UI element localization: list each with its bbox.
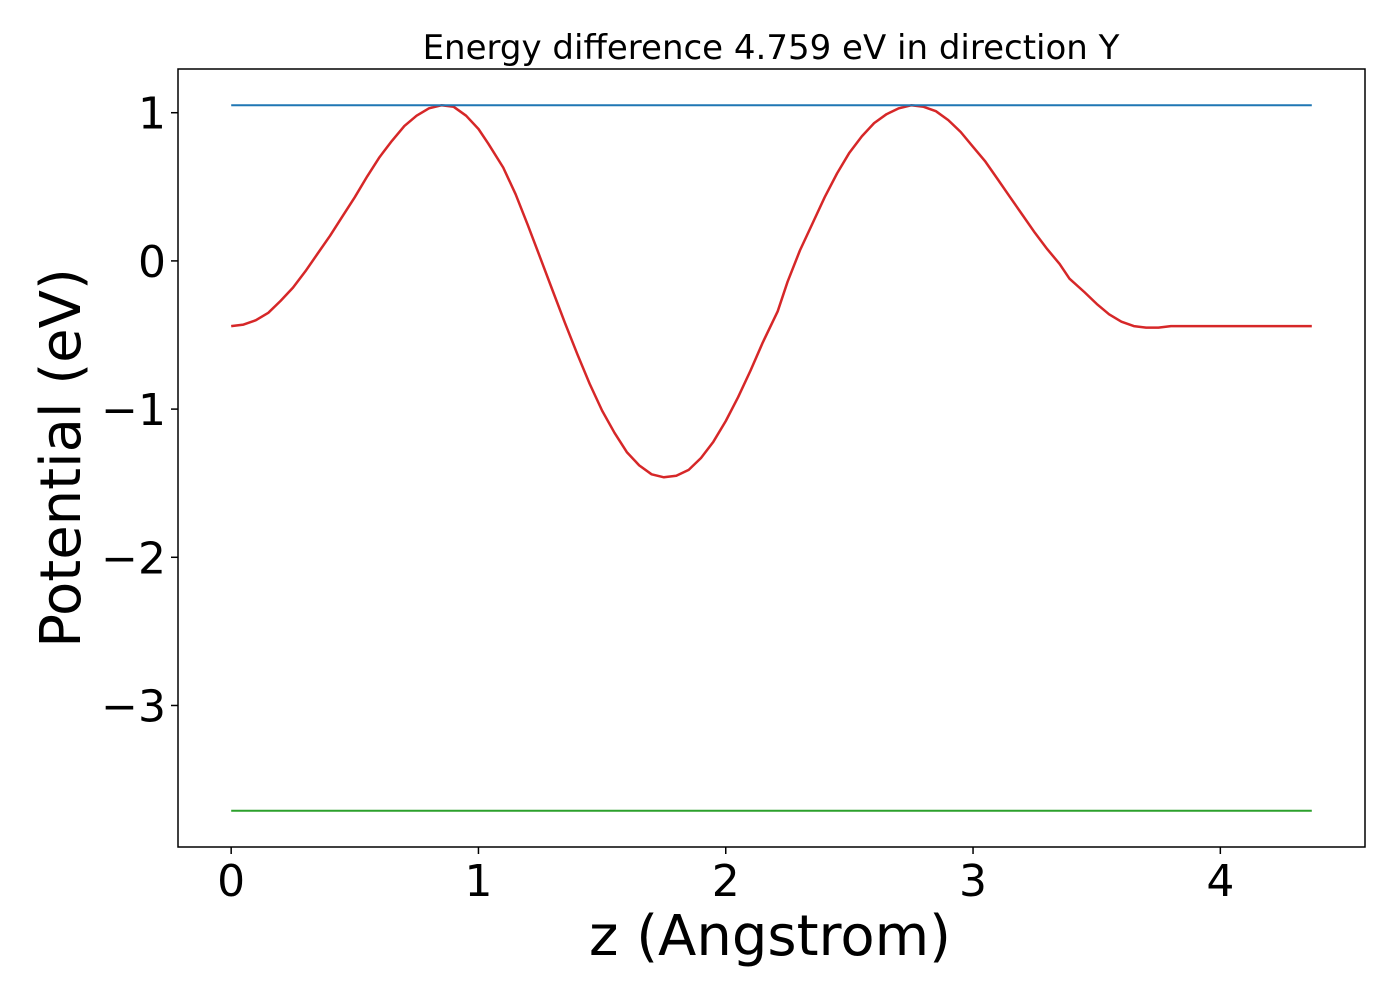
y-axis: 1 0 −1 −2 −3	[101, 89, 178, 732]
y-tick-label: 1	[138, 89, 166, 140]
x-tick-label: 4	[1206, 856, 1234, 907]
x-tick-label: 3	[959, 856, 987, 907]
x-axis-label: z (Angstrom)	[589, 904, 951, 969]
plot-frame	[177, 68, 1366, 848]
y-axis-label: Potential (eV)	[29, 268, 94, 648]
x-tick-label: 0	[217, 856, 245, 907]
x-tick-label: 1	[464, 856, 492, 907]
y-tick-label: −3	[101, 681, 166, 732]
x-tick-label: 2	[712, 856, 740, 907]
chart-title: Energy difference 4.759 eV in direction …	[423, 28, 1120, 68]
plot-area	[231, 104, 1312, 812]
series-line-0	[231, 104, 1312, 479]
x-axis: 0 1 2 3 4	[217, 847, 1234, 907]
y-tick-label: −1	[101, 385, 166, 436]
y-tick-label: −2	[101, 533, 166, 584]
y-tick-label: 0	[138, 237, 166, 288]
